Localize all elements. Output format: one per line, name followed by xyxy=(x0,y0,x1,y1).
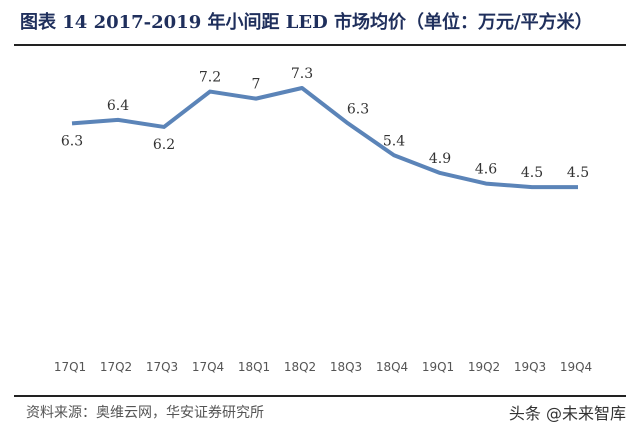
data-label: 7.2 xyxy=(199,70,221,86)
data-label: 4.9 xyxy=(429,151,451,167)
x-tick-label: 19Q3 xyxy=(514,360,546,374)
data-label: 4.5 xyxy=(521,165,543,181)
x-tick-label: 19Q2 xyxy=(468,360,500,374)
x-tick-label: 18Q3 xyxy=(330,360,362,374)
data-label: 6.4 xyxy=(107,98,129,114)
data-label: 7.3 xyxy=(291,66,313,82)
data-label: 6.3 xyxy=(347,101,369,117)
data-label: 5.4 xyxy=(383,133,405,149)
title-divider xyxy=(14,44,626,46)
footer-divider xyxy=(14,395,626,397)
data-label: 4.5 xyxy=(567,165,589,181)
x-tick-label: 17Q4 xyxy=(192,360,224,374)
data-label: 6.3 xyxy=(61,133,83,149)
x-tick-label: 18Q4 xyxy=(376,360,408,374)
x-tick-label: 17Q3 xyxy=(146,360,178,374)
x-tick-label: 19Q4 xyxy=(560,360,592,374)
x-tick-label: 17Q2 xyxy=(100,360,132,374)
data-label: 7 xyxy=(252,77,261,93)
watermark: 头条 @未来智库 xyxy=(508,404,626,423)
x-tick-label: 18Q1 xyxy=(238,360,270,374)
source-note: 资料来源：奥维云网，华安证券研究所 xyxy=(26,405,264,421)
series-line xyxy=(71,86,578,190)
x-tick-label: 18Q2 xyxy=(284,360,316,374)
data-label: 4.6 xyxy=(475,162,497,178)
chart-title: 图表 14 2017-2019 年小间距 LED 市场均价（单位：万元/平方米） xyxy=(20,12,593,33)
x-tick-label: 19Q1 xyxy=(422,360,454,374)
data-label: 6.2 xyxy=(153,137,175,153)
x-tick-label: 17Q1 xyxy=(54,360,86,374)
